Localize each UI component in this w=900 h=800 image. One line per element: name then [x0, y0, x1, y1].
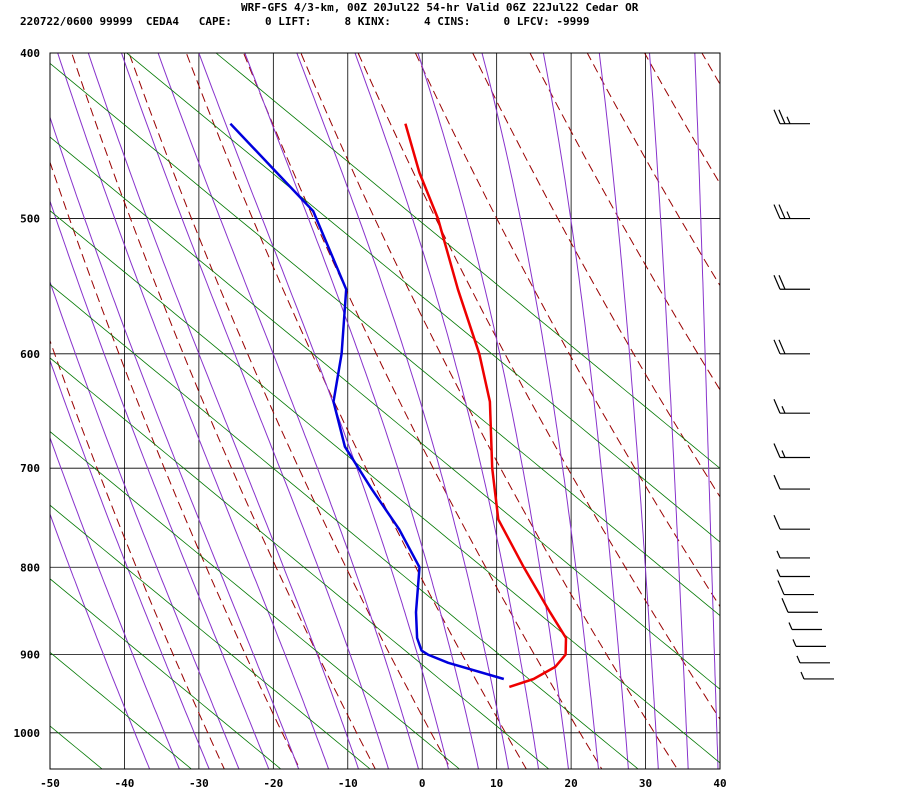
- dry-adiabat: [128, 53, 452, 769]
- dry-adiabat: [644, 53, 720, 185]
- dry-adiabat: [357, 53, 720, 721]
- y-tick-label: 800: [20, 561, 40, 574]
- moist-adiabat: [50, 436, 180, 769]
- moist-adiabat: [50, 359, 210, 769]
- wind-barb: [773, 443, 810, 459]
- wind-barb: [773, 398, 810, 414]
- y-tick-label: 400: [20, 47, 40, 60]
- dry-adiabat: [243, 53, 603, 769]
- x-tick-label: 10: [490, 777, 503, 790]
- y-tick-label: 600: [20, 348, 40, 361]
- header: WRF-GFS 4/3-km, 00Z 20Jul22 54-hr Valid …: [0, 0, 900, 30]
- dry-adiabat: [793, 15, 900, 776]
- moist-adiabat: [354, 53, 540, 769]
- mixing-ratio-line: [50, 651, 193, 769]
- wind-barb: [773, 204, 810, 220]
- dry-adiabat: [701, 53, 720, 86]
- y-tick-label: 1000: [14, 727, 41, 740]
- mixing-ratio-line: [50, 578, 282, 769]
- mixing-ratio-line: [50, 725, 103, 769]
- x-tick-label: -10: [338, 777, 358, 790]
- moist-adiabat: [694, 53, 719, 769]
- moist-adiabat: [157, 53, 420, 769]
- wind-barb: [773, 339, 810, 355]
- dry-adiabat: [737, 15, 900, 776]
- dry-adiabat: [849, 15, 900, 776]
- dry-adiabat: [71, 53, 376, 769]
- wind-barb: [777, 580, 814, 596]
- y-tick-label: 700: [20, 462, 40, 475]
- mixing-ratio-line: [50, 431, 461, 769]
- moist-adiabat: [481, 53, 600, 769]
- moist-adiabat: [87, 53, 360, 769]
- dry-adiabat: [472, 53, 720, 498]
- moist-adiabat: [417, 53, 570, 769]
- dewpoint-profile: [229, 122, 505, 681]
- moist-adiabat: [50, 115, 300, 769]
- moist-adiabat: [598, 53, 659, 769]
- chart-title: WRF-GFS 4/3-km, 00Z 20Jul22 54-hr Valid …: [241, 1, 639, 14]
- x-tick-label: 0: [419, 777, 426, 790]
- moist-adiabat: [296, 53, 510, 769]
- moist-adiabat: [244, 53, 480, 769]
- plot-frame: [49, 52, 721, 770]
- axis-ticks: -50 -40 -30 -20 -10 0 10 20 30 40 400 500 600 700 800 9…: [14, 47, 727, 790]
- wind-barb: [773, 275, 810, 290]
- dry-adiabat: [529, 53, 720, 391]
- x-tick-label: -50: [40, 777, 60, 790]
- wind-barb: [773, 474, 810, 490]
- wind-barb: [800, 671, 834, 680]
- x-tick-label: -20: [263, 777, 283, 790]
- sounding-info: 220722/0600 99999 CEDA4 CAPE: 0 LIFT: 8 …: [20, 15, 590, 28]
- moist-adiabat: [542, 53, 629, 769]
- y-tick-label: 900: [20, 649, 40, 662]
- x-tick-label: 20: [564, 777, 577, 790]
- moist-adiabat: [57, 53, 330, 769]
- wind-barb: [776, 550, 810, 559]
- wind-barb: [781, 597, 818, 613]
- moist-adiabat: [50, 512, 151, 769]
- dry-adiabat: [300, 53, 678, 769]
- mixing-ratio-line: [215, 53, 720, 469]
- mixing-ratio-line: [126, 53, 720, 543]
- moist-adiabat: [198, 53, 450, 769]
- wind-barbs: [773, 109, 834, 680]
- moist-adiabat: [120, 53, 390, 769]
- y-tick-label: 500: [20, 213, 40, 226]
- x-tick-label: 30: [639, 777, 652, 790]
- moist-adiabat: [50, 280, 240, 769]
- x-tick-label: -40: [115, 777, 135, 790]
- temperature-profile: [404, 123, 568, 689]
- mixing-ratio-line: [50, 357, 550, 769]
- wind-barb: [776, 569, 810, 578]
- wind-barb: [773, 514, 810, 530]
- moist-adiabat: [50, 199, 270, 769]
- mixing-ratio-line: [50, 504, 371, 769]
- dry-adiabat: [414, 53, 720, 608]
- sounding-profiles: [229, 122, 568, 689]
- wind-barb: [796, 655, 830, 664]
- dry-adiabat: [50, 339, 225, 769]
- moist-adiabat: [648, 53, 689, 769]
- x-tick-label: -30: [189, 777, 209, 790]
- dry-adiabat: [50, 160, 301, 769]
- wind-barb: [792, 639, 826, 647]
- mixing-ratio-line: [50, 62, 720, 617]
- mixing-ratio-line: [50, 283, 639, 769]
- dry-adiabat: [586, 53, 720, 287]
- thermo-lines: [0, 15, 900, 776]
- wind-barb: [773, 109, 810, 125]
- mixing-ratio-line: [50, 210, 720, 764]
- mixing-ratio-line: [50, 136, 720, 690]
- dry-adiabat: [185, 53, 527, 769]
- mixing-ratio-line: [0, 15, 21, 776]
- x-tick-label: 40: [713, 777, 726, 790]
- wind-barb: [788, 622, 822, 631]
